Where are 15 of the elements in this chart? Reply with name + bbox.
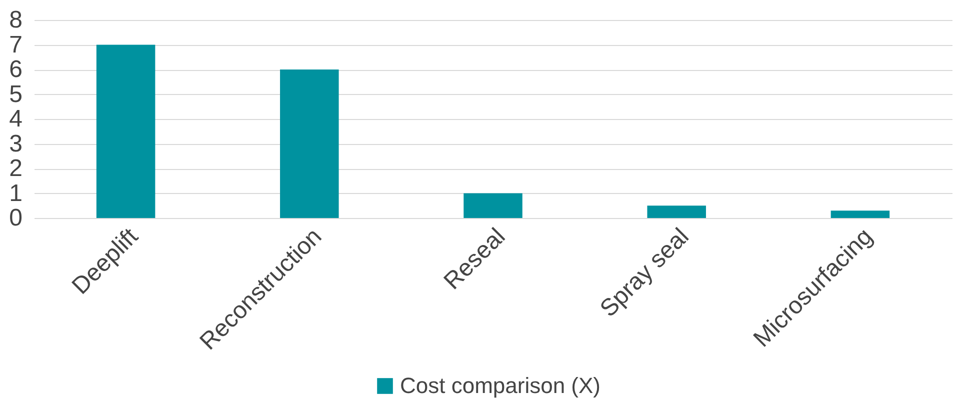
y-tick-label: 0: [9, 204, 22, 232]
y-tick-label: 8: [9, 6, 22, 34]
bar: [280, 70, 339, 218]
y-tick-label: 7: [9, 31, 22, 58]
bar: [96, 44, 156, 218]
y-tick-label: 5: [9, 80, 22, 108]
y-tick-label: 1: [9, 180, 22, 207]
legend-label: Cost comparison (X): [400, 373, 601, 398]
y-tick-label: 4: [9, 106, 22, 132]
y-tick-label: 2: [9, 155, 22, 182]
y-tick-label: 6: [9, 56, 22, 83]
bar: [464, 193, 522, 218]
bar: [647, 206, 706, 218]
y-tick-label: 3: [9, 130, 22, 158]
bar: [830, 210, 890, 218]
